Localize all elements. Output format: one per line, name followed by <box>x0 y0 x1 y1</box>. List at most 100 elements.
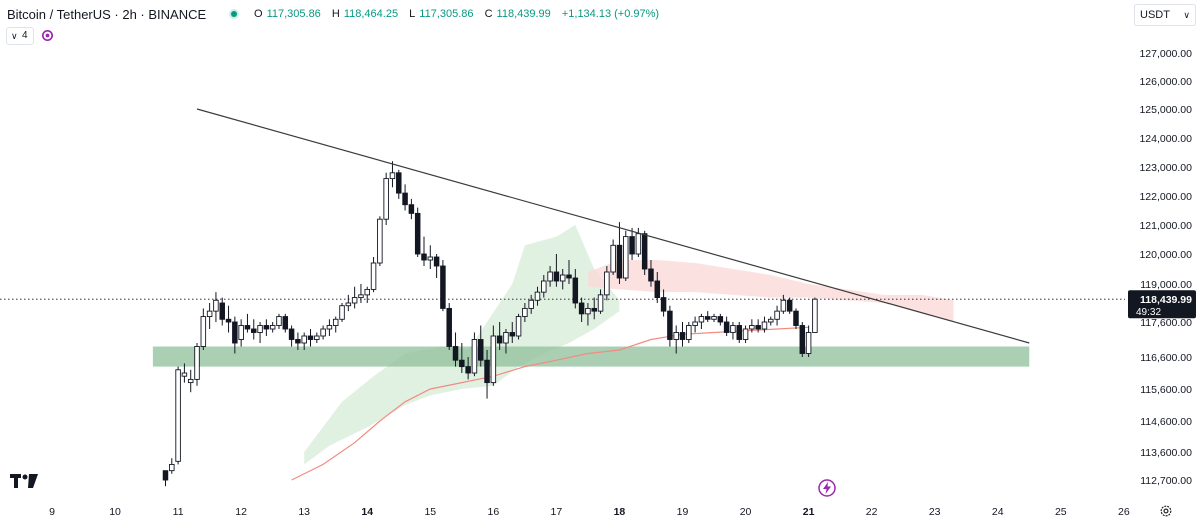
candle-up <box>314 335 320 340</box>
time-tick-label: 12 <box>235 506 247 518</box>
status-dot-icon <box>229 9 239 19</box>
candle-down <box>396 172 402 194</box>
candle-up <box>383 178 389 220</box>
candle-up <box>503 332 509 344</box>
candle-down <box>477 339 484 361</box>
candle-up <box>749 325 755 330</box>
candle-up <box>686 325 692 340</box>
candle-up <box>326 325 333 330</box>
currency-label: USDT <box>1140 9 1170 21</box>
price-tick-label: 124,000.00 <box>1139 133 1192 145</box>
price-tick-label: 119,000.00 <box>1140 279 1192 291</box>
countdown-label: 49:32 <box>1136 307 1161 318</box>
price-tick-label: 126,000.00 <box>1139 76 1192 88</box>
price-tick-label: 115,600.00 <box>1140 384 1192 396</box>
candle-down <box>282 316 289 330</box>
descending-trendline <box>196 108 1030 344</box>
candle-down <box>465 366 471 374</box>
candle-down <box>591 307 597 312</box>
candle-down <box>566 274 572 279</box>
price-tick-label: 121,000.00 <box>1139 220 1192 232</box>
candle-up <box>673 332 679 340</box>
candle-down <box>402 192 408 206</box>
candle-up <box>269 325 276 330</box>
price-tick-label: 116,600.00 <box>1140 352 1192 364</box>
indicator-count: 4 <box>22 30 28 41</box>
candle-up <box>604 271 610 296</box>
price-tick-label: 123,000.00 <box>1139 162 1192 174</box>
candle-down <box>641 233 648 270</box>
candle-down <box>219 302 225 320</box>
candle-down <box>452 346 459 361</box>
candle-up <box>187 378 194 384</box>
candle-down <box>421 253 427 261</box>
candle-up <box>213 299 219 312</box>
time-tick-label: 23 <box>929 506 941 518</box>
candle-up <box>345 302 352 307</box>
sync-icon[interactable] <box>40 28 55 43</box>
candle-down <box>717 316 724 323</box>
candle-up <box>805 332 812 354</box>
candle-up <box>742 328 749 340</box>
candle-down <box>799 325 806 354</box>
candle-up <box>257 325 263 333</box>
candle-down <box>509 332 516 337</box>
time-tick-label: 13 <box>298 506 310 518</box>
candle-down <box>288 328 295 340</box>
ohlc-readout: O 117,305.86 H 118,464.25 L 117,305.86 C 118… <box>254 8 667 20</box>
time-tick-label: 19 <box>677 506 689 518</box>
candle-down <box>433 256 440 267</box>
time-tick-label: 21 <box>803 506 815 518</box>
candle-up <box>768 318 774 323</box>
indicators-toggle[interactable]: ∨ 4 <box>6 27 34 45</box>
candle-up <box>194 346 200 380</box>
candle-up <box>541 280 547 293</box>
candle-up <box>320 328 326 337</box>
ohlc-low: L 117,305.86 <box>409 8 474 20</box>
currency-selector[interactable]: USDT ∨ <box>1134 4 1196 26</box>
time-tick-label: 25 <box>1055 506 1067 518</box>
moving-average-line <box>291 326 809 481</box>
candle-up <box>780 299 787 312</box>
candle-up <box>528 299 534 309</box>
price-tick-label: 113,600.00 <box>1140 447 1192 459</box>
candle-up <box>623 236 629 279</box>
candle-up <box>522 307 528 318</box>
ohlc-change: +1,134.13 (+0.97%) <box>561 8 660 20</box>
candle-up <box>698 316 705 323</box>
candle-up <box>301 335 307 344</box>
time-tick-label: 24 <box>992 506 1004 518</box>
current-price-badge <box>1128 290 1196 319</box>
candle-up <box>534 291 541 301</box>
symbol-title[interactable]: Bitcoin / TetherUS · 2h · BINANCE <box>7 7 207 22</box>
candle-up <box>471 339 478 374</box>
candle-up <box>711 316 717 320</box>
candle-up <box>761 321 768 330</box>
price-tick-label: 120,000.00 <box>1139 249 1192 261</box>
candle-up <box>169 463 175 472</box>
ohlc-close: C 118,439.99 <box>484 8 551 20</box>
candle-down <box>459 359 465 368</box>
candle-down <box>295 339 301 344</box>
candle-up <box>427 256 434 261</box>
lightning-icon[interactable] <box>817 478 837 498</box>
candle-down <box>414 212 421 255</box>
candle-down <box>408 204 415 214</box>
price-tick-label: 122,000.00 <box>1139 191 1192 203</box>
candle-down <box>232 321 238 344</box>
support-zone <box>152 346 1030 367</box>
candle-up <box>206 310 213 318</box>
candle-down <box>578 302 585 315</box>
candle-up <box>774 310 780 320</box>
candle-down <box>786 299 793 312</box>
time-tick-label: 16 <box>488 506 500 518</box>
candle-up <box>200 316 207 347</box>
candle-down <box>553 271 560 282</box>
settings-icon[interactable] <box>1159 504 1173 518</box>
candle-up <box>547 271 553 282</box>
candle-down <box>660 297 667 312</box>
candle-down <box>251 328 257 333</box>
cloud-green-area <box>304 225 620 465</box>
candle-up <box>332 318 339 326</box>
